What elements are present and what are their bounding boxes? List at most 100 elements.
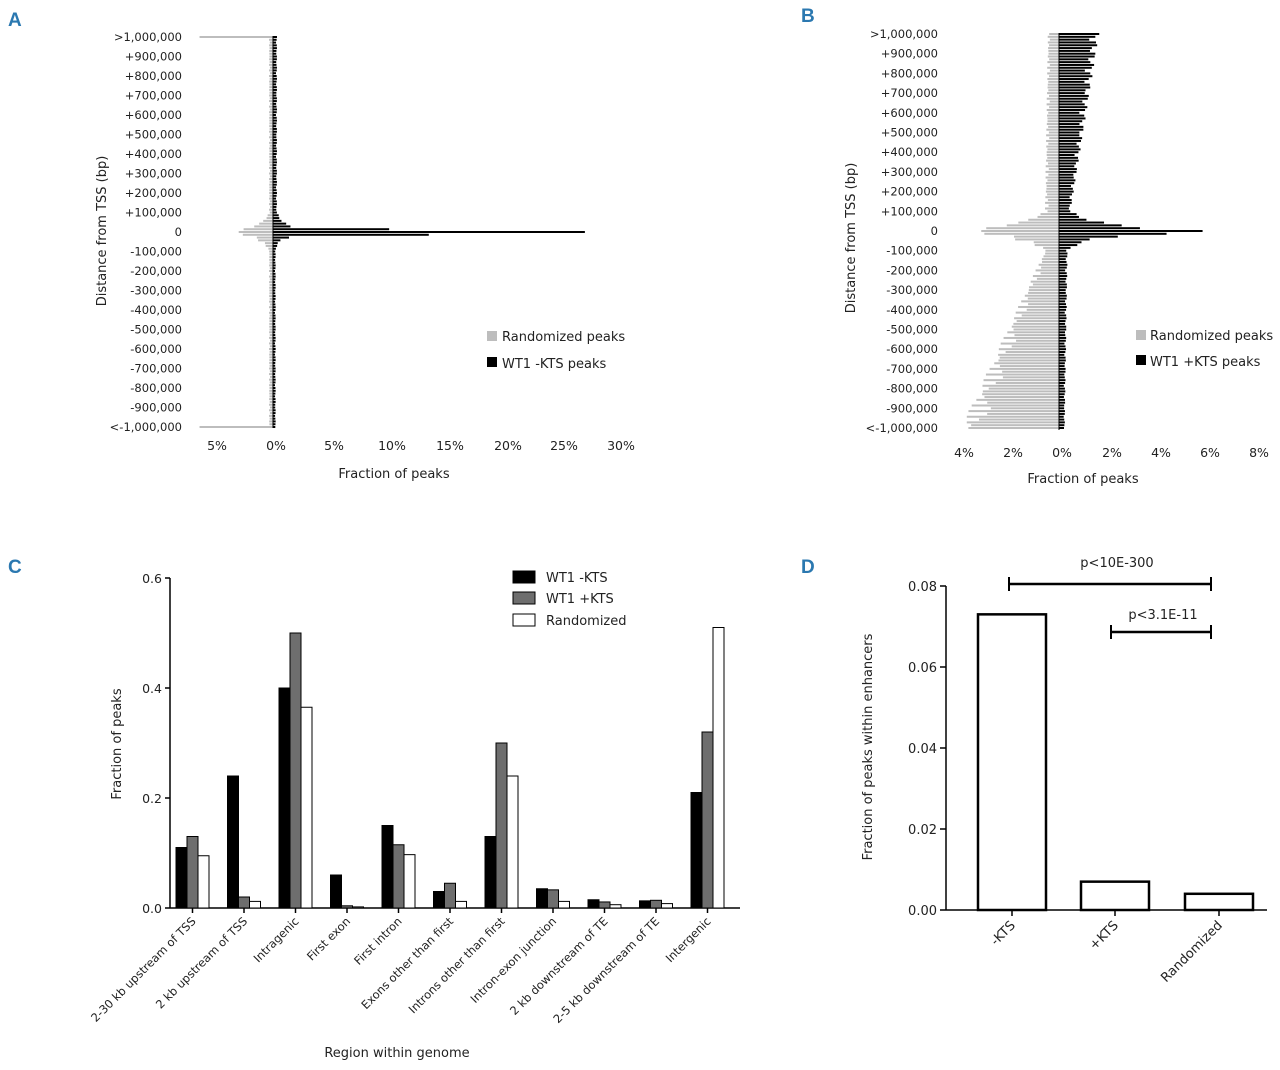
bar-wt1 xyxy=(1059,123,1080,126)
bar-randomized xyxy=(981,230,1059,232)
bar-randomized xyxy=(1047,199,1059,202)
bar-randomized xyxy=(1018,305,1059,308)
bar-wt1-kts xyxy=(547,889,559,909)
bar-wt1 xyxy=(273,250,276,253)
bar-randomized xyxy=(1048,80,1059,83)
y-tick-label: <-1,000,000 xyxy=(110,420,182,434)
bar-randomized xyxy=(989,367,1059,370)
bar-wt1 xyxy=(273,267,276,270)
bar-wt1 xyxy=(1059,365,1065,368)
bar-randomized xyxy=(1045,190,1059,193)
panel-d-x-ticks: -KTS +KTS Randomized xyxy=(988,910,1226,986)
bar-wt1 xyxy=(273,378,276,381)
bar-randomized xyxy=(269,300,273,303)
panel-b-letter: B xyxy=(801,6,815,27)
panel-a-legend-swatch-wt1 xyxy=(487,357,497,367)
bar-wt1 xyxy=(273,166,277,169)
bar-wt1 xyxy=(273,348,276,350)
bar-wt1 xyxy=(1059,283,1067,286)
bar-wt1-kts xyxy=(639,900,651,909)
y-tick-label: +500,000 xyxy=(881,126,938,140)
bar-randomized xyxy=(1016,320,1059,323)
bar-wt1 xyxy=(1059,351,1066,354)
bar-wt1 xyxy=(1059,145,1079,148)
bar-randomized xyxy=(269,155,273,158)
bar-randomized xyxy=(269,345,273,348)
bar-randomized xyxy=(1048,131,1059,134)
bar-wt1 xyxy=(273,155,276,158)
y-tick-label: 0.02 xyxy=(908,823,937,838)
bar-randomized xyxy=(1048,204,1059,207)
bar-wt1 xyxy=(273,253,276,256)
bar-randomized xyxy=(1043,246,1059,249)
bar-randomized xyxy=(1048,89,1059,92)
bar-randomized xyxy=(269,88,273,91)
bar-wt1 xyxy=(1059,199,1072,202)
bar-randomized xyxy=(558,900,570,909)
bar-wt1 xyxy=(273,381,276,384)
y-tick-label: +700,000 xyxy=(125,89,182,103)
panel-b-legend-randomized: Randomized peaks xyxy=(1150,329,1273,344)
bar-wt1 xyxy=(1059,275,1068,278)
y-tick-label: -700,000 xyxy=(886,362,938,376)
bar-randomized xyxy=(966,415,1059,418)
bar-randomized xyxy=(968,410,1059,413)
bar-randomized xyxy=(1047,41,1059,44)
bar-randomized xyxy=(269,122,273,125)
bar-randomized xyxy=(197,855,210,909)
bar-wt1-kts xyxy=(381,825,394,909)
y-tick-label: -700,000 xyxy=(130,362,182,376)
bar-wt1 xyxy=(1059,415,1064,418)
bar-randomized xyxy=(1047,78,1059,81)
bar-wt1 xyxy=(273,389,276,392)
y-tick-label: 0.4 xyxy=(142,681,162,696)
bar-randomized xyxy=(1048,111,1059,114)
bar-randomized xyxy=(269,47,273,50)
y-tick-label: -600,000 xyxy=(130,342,182,356)
x-tick-label: 5% xyxy=(324,438,344,453)
bar-randomized xyxy=(1028,291,1059,294)
x-tick-label: 6% xyxy=(1200,445,1220,460)
x-tick-label: 15% xyxy=(436,438,464,453)
bar-randomized xyxy=(1048,142,1059,145)
bar-randomized xyxy=(1029,286,1059,289)
bar-randomized xyxy=(269,194,273,197)
bar-wt1 xyxy=(273,231,585,233)
bar-wt1 xyxy=(1059,125,1084,128)
bar-wt1 xyxy=(1059,356,1066,359)
bar-randomized xyxy=(1007,331,1059,334)
y-tick-label: <-1,000,000 xyxy=(866,421,938,435)
bar-wt1 xyxy=(273,306,276,309)
bar-randomized xyxy=(1046,145,1059,148)
bar-wt1 xyxy=(1059,213,1077,216)
bar-wt1 xyxy=(1059,359,1066,362)
bar-randomized xyxy=(1049,106,1059,109)
bar-wt1 xyxy=(273,278,276,281)
bar-randomized xyxy=(1048,49,1059,52)
bar-wt1 xyxy=(273,225,291,228)
bar-wt1 xyxy=(1059,291,1066,294)
bar-wt1 xyxy=(273,244,278,247)
panel-d-bars xyxy=(976,613,1255,912)
bar-wt1 xyxy=(273,133,277,136)
bar-wt1 xyxy=(273,164,277,167)
bar-wt1 xyxy=(273,86,277,89)
bar-wt1-top-bin xyxy=(1059,33,1094,35)
bar-wt1 xyxy=(273,364,276,367)
bar-randomized xyxy=(1014,235,1059,238)
x-tick-label: 5% xyxy=(207,438,227,453)
bar-randomized xyxy=(269,325,273,328)
bar-wt1 xyxy=(273,139,277,142)
bar-wt1 xyxy=(273,127,277,130)
bar-wt1 xyxy=(273,309,276,311)
bar-randomized xyxy=(971,424,1059,427)
bar-randomized xyxy=(269,320,273,323)
bar-randomized xyxy=(1045,249,1059,252)
panel-a-bars xyxy=(199,36,585,428)
bar-randomized xyxy=(269,147,273,150)
bar-randomized xyxy=(269,253,273,256)
bar-wt1 xyxy=(1059,280,1066,283)
bar-wt1 xyxy=(273,314,276,317)
bar-wt1 xyxy=(273,353,276,356)
bar-randomized xyxy=(984,396,1059,399)
